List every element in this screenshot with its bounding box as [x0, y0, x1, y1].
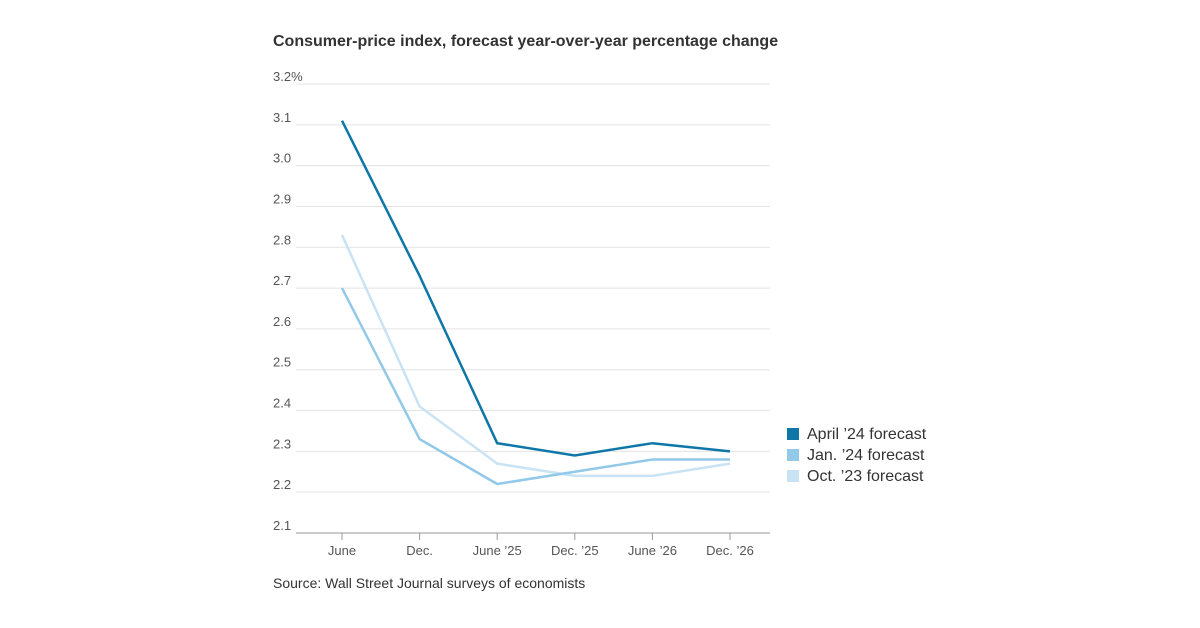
y-tick-label: 2.4: [273, 396, 291, 411]
series-line: [340, 287, 730, 486]
x-tick-label: June: [328, 543, 356, 558]
series-line: [340, 234, 731, 478]
x-tick-label: June ’26: [628, 543, 677, 558]
legend-swatch: [787, 449, 799, 461]
source: Source: Wall Street Journal surveys of e…: [273, 575, 585, 591]
x-tick-label: Dec. ’26: [706, 543, 754, 558]
legend-swatch: [787, 428, 799, 440]
chart-title: Consumer-price index, forecast year-over…: [273, 33, 778, 50]
legend-label: Jan. ’24 forecast: [807, 447, 925, 464]
y-tick-label: 3.2%: [273, 69, 303, 84]
y-tick-label: 3.0: [273, 151, 291, 166]
legend-swatch: [787, 470, 799, 482]
y-tick-label: 2.1: [273, 518, 291, 533]
y-tick-label: 3.1: [273, 110, 291, 125]
y-tick-label: 2.5: [273, 355, 291, 370]
legend-label: April ’24 forecast: [807, 426, 927, 443]
x-tick-label: Dec.: [406, 543, 433, 558]
x-tick-label: Dec. ’25: [551, 543, 599, 558]
y-tick-label: 2.8: [273, 232, 291, 247]
series-line: [340, 120, 731, 457]
y-tick-label: 2.7: [273, 273, 291, 288]
x-tick-label: June ’25: [473, 543, 522, 558]
y-tick-label: 2.2: [273, 477, 291, 492]
y-tick-label: 2.9: [273, 191, 291, 206]
legend-label: Oct. ’23 forecast: [807, 468, 924, 485]
y-tick-label: 2.6: [273, 314, 291, 329]
y-tick-label: 2.3: [273, 436, 291, 451]
